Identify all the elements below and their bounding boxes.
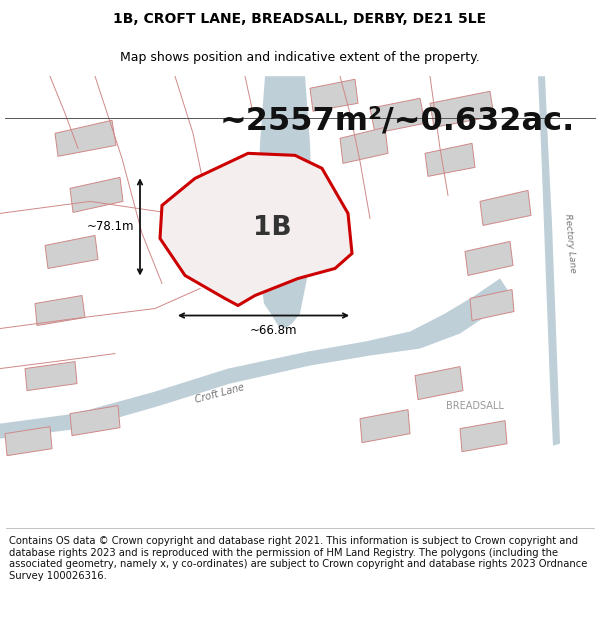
Polygon shape: [0, 279, 510, 439]
Polygon shape: [55, 120, 116, 156]
Polygon shape: [5, 427, 52, 456]
Polygon shape: [340, 127, 388, 163]
Text: ~78.1m: ~78.1m: [86, 221, 134, 233]
Text: Contains OS data © Crown copyright and database right 2021. This information is : Contains OS data © Crown copyright and d…: [9, 536, 587, 581]
Polygon shape: [70, 177, 123, 212]
Polygon shape: [35, 296, 85, 326]
Text: 1B: 1B: [253, 216, 292, 241]
Text: Rectory Lane: Rectory Lane: [563, 213, 577, 274]
Text: Map shows position and indicative extent of the property.: Map shows position and indicative extent…: [120, 51, 480, 64]
Text: Croft Lane: Croft Lane: [194, 382, 246, 405]
Polygon shape: [45, 236, 98, 269]
Polygon shape: [360, 409, 410, 442]
Polygon shape: [460, 421, 507, 452]
Text: ~2557m²/~0.632ac.: ~2557m²/~0.632ac.: [220, 105, 575, 136]
Polygon shape: [370, 98, 425, 133]
Polygon shape: [160, 153, 352, 306]
Polygon shape: [430, 91, 494, 128]
Polygon shape: [258, 76, 312, 329]
Polygon shape: [25, 362, 77, 391]
Polygon shape: [470, 289, 514, 321]
Polygon shape: [480, 191, 531, 226]
Text: 1B, CROFT LANE, BREADSALL, DERBY, DE21 5LE: 1B, CROFT LANE, BREADSALL, DERBY, DE21 5…: [113, 12, 487, 26]
Polygon shape: [70, 406, 120, 436]
Text: BREADSALL: BREADSALL: [446, 401, 504, 411]
Polygon shape: [465, 241, 513, 276]
Polygon shape: [415, 367, 463, 399]
Polygon shape: [538, 76, 560, 446]
Text: ~66.8m: ~66.8m: [250, 324, 297, 336]
Polygon shape: [310, 79, 358, 111]
Polygon shape: [425, 143, 475, 176]
